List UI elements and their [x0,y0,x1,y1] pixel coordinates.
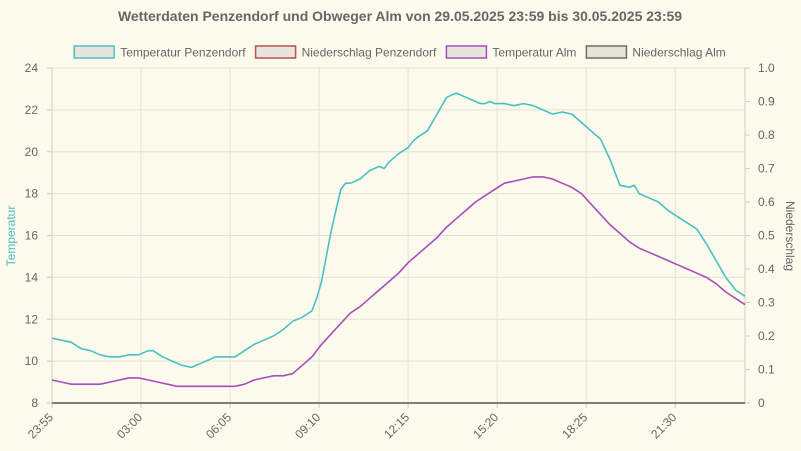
legend-swatch [254,45,297,59]
legend-swatch [445,45,488,59]
legend-swatch [73,45,115,59]
legend-swatch [585,45,628,59]
y-tick-label-right: 0 [758,396,765,410]
series-line-temperatur-alm [51,176,746,388]
y-tick-label-right: 0.8 [758,128,775,142]
y-tick-label-right: 0.4 [758,262,775,276]
legend-item[interactable]: Niederschlag Alm [585,45,726,60]
grid [51,67,745,404]
legend-label: Temperatur Alm [492,46,576,60]
legend-item[interactable]: Niederschlag Penzendorf [254,45,437,60]
axes: 8 10 12 14 16 18 20 22 24 0 0.1 0.2 0.3 0.4 0.5 0.6 0.7 0… [25,61,775,441]
x-tick-label: 06:05 [203,410,234,441]
y-tick-label-left: 22 [25,103,39,117]
x-tick-label: 09:10 [292,410,323,441]
x-tick-label: 12:15 [381,410,412,441]
y-tick-label-left: 12 [25,312,39,326]
y-tick-label-right: 0.1 [758,363,775,377]
series-layer [51,92,746,404]
legend-item[interactable]: Temperatur Alm [445,45,576,60]
x-tick-label: 18:25 [559,410,590,441]
x-tick-label: 23:55 [25,410,56,441]
x-tick-label: 21:30 [648,410,679,441]
y-tick-label-left: 8 [31,396,38,410]
y-tick-label-left: 24 [25,61,39,75]
x-tick-label: 03:00 [114,410,145,441]
y-tick-label-right: 0.3 [758,296,775,310]
legend-item[interactable]: Temperatur Penzendorf [73,45,246,60]
x-tick-label: 15:20 [470,410,501,441]
y-tick-label-right: 0.7 [758,162,775,176]
y-tick-label-right: 0.2 [758,329,775,343]
y-tick-label-right: 0.9 [758,95,775,109]
chart-title: Wetterdaten Penzendorf und Obweger Alm v… [118,8,682,24]
legend-label: Temperatur Penzendorf [120,46,246,60]
legend[interactable]: Temperatur Penzendorf Niederschlag Penzen… [73,45,726,60]
y-tick-label-left: 16 [25,229,39,243]
y-tick-label-left: 10 [25,354,39,368]
y-tick-label-left: 14 [25,270,39,284]
legend-label: Niederschlag Alm [632,46,725,60]
y-tick-label-left: 18 [25,187,39,201]
y-axis-title-left: Temperatur [4,206,18,267]
y-tick-label-right: 1.0 [758,61,775,75]
y-tick-label-right: 0.6 [758,195,775,209]
y-tick-label-left: 20 [25,145,39,159]
y-axis-title-right: Niederschlag [783,201,797,271]
y-tick-label-right: 0.5 [758,229,775,243]
legend-label: Niederschlag Penzendorf [302,46,437,60]
series-line-temperatur-penzendorf [51,92,746,369]
